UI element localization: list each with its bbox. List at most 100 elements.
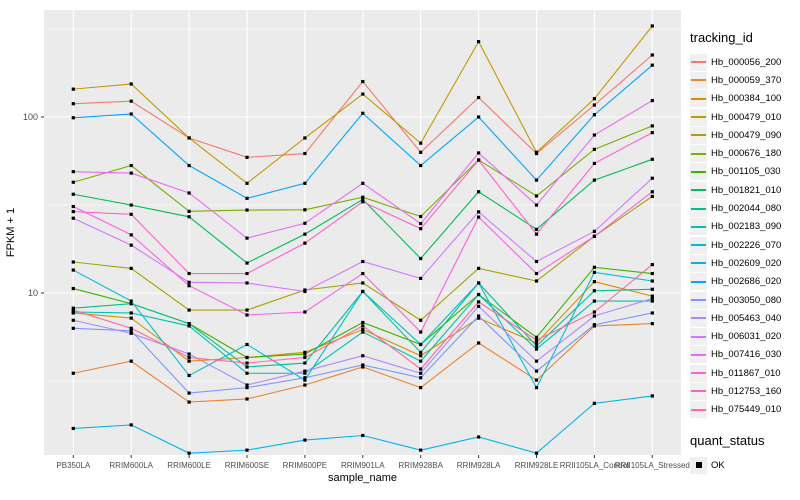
data-point bbox=[187, 271, 191, 276]
data-point bbox=[419, 163, 423, 168]
data-point bbox=[534, 451, 539, 455]
legend-key-swatch bbox=[690, 309, 707, 327]
data-point bbox=[129, 112, 133, 116]
legend-entry-label: Hb_007416_030 bbox=[711, 349, 782, 361]
legend-key-swatch bbox=[690, 53, 707, 71]
data-point bbox=[361, 92, 365, 96]
data-point bbox=[245, 236, 249, 240]
data-point bbox=[187, 209, 191, 213]
data-point bbox=[245, 281, 249, 285]
data-point bbox=[187, 284, 191, 288]
legend-line-icon bbox=[691, 299, 706, 301]
data-point bbox=[187, 136, 191, 140]
data-point bbox=[534, 203, 539, 207]
legend-entry: Hb_000479_090 bbox=[690, 126, 800, 144]
data-point bbox=[129, 329, 133, 333]
data-point bbox=[477, 292, 481, 297]
quant-status-legend-entries: OK bbox=[690, 456, 800, 474]
data-point bbox=[419, 371, 423, 375]
legend-line-icon bbox=[691, 372, 706, 375]
data-point bbox=[187, 191, 191, 195]
data-point bbox=[650, 53, 654, 57]
x-tick-label: RRIM928BA bbox=[398, 461, 443, 470]
data-point bbox=[650, 124, 654, 128]
data-point bbox=[245, 181, 249, 185]
legend-line-icon bbox=[691, 116, 706, 119]
data-point bbox=[592, 310, 596, 314]
legend-entry: Hb_002183_090 bbox=[690, 218, 800, 236]
data-point bbox=[303, 355, 307, 360]
data-point bbox=[187, 215, 191, 219]
data-point bbox=[187, 373, 191, 378]
legend-key-swatch bbox=[690, 71, 707, 89]
legend-entry: Hb_000479_010 bbox=[690, 108, 800, 126]
data-point bbox=[477, 266, 481, 270]
data-point bbox=[534, 386, 539, 390]
data-point bbox=[650, 294, 654, 298]
legend-entry-label: Hb_006031_020 bbox=[711, 331, 782, 343]
data-point bbox=[303, 383, 307, 387]
legend-entry: Hb_000676_180 bbox=[690, 144, 800, 163]
data-point bbox=[245, 196, 249, 200]
data-point bbox=[650, 190, 654, 194]
data-point bbox=[650, 279, 654, 283]
data-point bbox=[71, 306, 75, 310]
legend-key-swatch bbox=[690, 108, 707, 126]
data-point bbox=[303, 310, 307, 314]
data-point bbox=[592, 113, 596, 117]
legend-key-swatch bbox=[690, 364, 707, 382]
x-tick-label: RRIM928LA bbox=[457, 461, 501, 470]
legend-entry-label: Hb_000059_370 bbox=[711, 74, 782, 86]
data-point bbox=[361, 271, 365, 276]
data-point bbox=[129, 299, 133, 303]
legend-entry: Hb_002686_020 bbox=[690, 273, 800, 291]
legend-entry: Hb_006031_020 bbox=[690, 327, 800, 346]
x-tick-label: RRIM600LA bbox=[109, 461, 153, 470]
data-point bbox=[477, 215, 481, 219]
legend-line-icon bbox=[691, 390, 706, 393]
data-point bbox=[245, 397, 249, 401]
data-point bbox=[650, 296, 654, 301]
data-point bbox=[71, 180, 75, 184]
data-point bbox=[129, 423, 133, 427]
data-point bbox=[419, 359, 423, 363]
data-point bbox=[71, 192, 75, 196]
data-point bbox=[129, 203, 133, 207]
data-point bbox=[303, 208, 307, 212]
data-point bbox=[71, 310, 75, 314]
data-point bbox=[592, 265, 596, 269]
legend-entry-label: Hb_000479_090 bbox=[711, 129, 782, 141]
legend-entry-label: Hb_003050_080 bbox=[711, 294, 782, 306]
data-point bbox=[129, 326, 133, 330]
data-point bbox=[534, 227, 539, 231]
legend-key-swatch bbox=[690, 181, 707, 199]
data-point bbox=[361, 200, 365, 204]
data-point bbox=[187, 391, 191, 395]
data-point bbox=[592, 97, 596, 101]
data-point bbox=[419, 350, 423, 354]
data-point bbox=[592, 299, 596, 303]
data-point bbox=[477, 210, 481, 214]
y-axis-title: FPKM + 1 bbox=[5, 208, 17, 257]
data-point bbox=[303, 232, 307, 236]
data-point bbox=[129, 163, 133, 168]
data-point bbox=[245, 208, 249, 212]
data-point bbox=[361, 330, 365, 334]
data-point bbox=[534, 335, 539, 339]
legend-line-icon bbox=[691, 280, 706, 283]
data-point bbox=[303, 371, 307, 375]
data-point bbox=[245, 308, 249, 312]
data-point bbox=[187, 352, 191, 356]
data-point bbox=[650, 98, 654, 103]
data-point bbox=[419, 214, 423, 219]
data-point bbox=[303, 438, 307, 442]
data-point bbox=[245, 271, 249, 276]
data-point bbox=[592, 270, 596, 274]
quant-status-entry: OK bbox=[690, 456, 800, 474]
legend-key-swatch bbox=[690, 291, 707, 309]
data-point bbox=[129, 311, 133, 315]
legend-entry-label: Hb_012753_160 bbox=[711, 385, 782, 397]
legend-line-icon bbox=[691, 97, 706, 100]
data-point bbox=[477, 304, 481, 308]
